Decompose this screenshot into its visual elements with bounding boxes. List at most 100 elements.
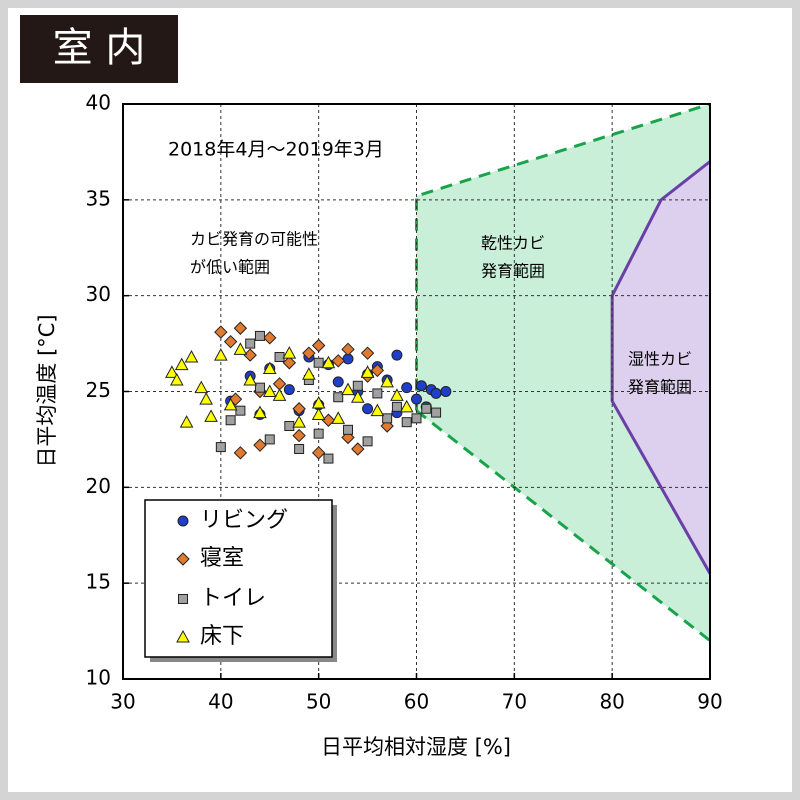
region-label: 乾性カビ: [481, 234, 545, 253]
point: [199, 392, 214, 405]
x-tick-label: 60: [404, 690, 429, 714]
point: [174, 357, 189, 371]
point: [262, 384, 277, 397]
point: [253, 405, 267, 419]
point: [415, 380, 427, 392]
point: [391, 401, 402, 412]
point: [233, 321, 248, 335]
y-axis-label: 日平均温度 [°C]: [35, 314, 59, 467]
point: [352, 380, 363, 391]
plot-frame: [122, 103, 711, 680]
point: [262, 361, 277, 374]
point: [263, 331, 277, 345]
legend-label: リビング: [200, 508, 288, 533]
point: [225, 415, 236, 426]
legend-label: トイレ: [200, 586, 266, 611]
note: カビ発育の可能性: [190, 230, 318, 249]
point: [254, 330, 265, 341]
point: [362, 436, 373, 447]
point: [321, 413, 336, 427]
point: [184, 349, 199, 363]
point: [233, 446, 248, 460]
legend-marker: [178, 594, 188, 604]
point: [243, 348, 257, 362]
point: [331, 354, 345, 368]
point: [311, 446, 326, 460]
point: [272, 388, 287, 401]
y-tick-label: 20: [86, 474, 111, 498]
x-tick-label: 30: [110, 690, 135, 714]
point: [431, 407, 442, 418]
point: [313, 357, 324, 368]
point: [204, 409, 218, 422]
point: [333, 392, 344, 403]
point: [272, 377, 287, 391]
point: [235, 405, 246, 416]
point: [194, 380, 209, 394]
y-tick-label: 30: [86, 282, 111, 306]
point: [284, 421, 295, 431]
note: が低い範囲: [190, 258, 270, 277]
point: [411, 393, 422, 405]
point: [254, 382, 265, 393]
point: [243, 372, 258, 386]
y-tick-label: 15: [86, 570, 111, 594]
point: [214, 325, 228, 339]
region-label: 湿性カビ: [628, 350, 692, 369]
point: [292, 415, 306, 428]
point: [179, 415, 194, 428]
x-tick-label: 40: [208, 690, 233, 714]
point: [223, 397, 238, 411]
point: [341, 342, 355, 357]
point: [294, 444, 305, 454]
point: [411, 413, 422, 424]
region: [612, 161, 710, 574]
region-edge: [610, 160, 712, 575]
point: [390, 388, 404, 401]
legend-label: 床下: [200, 624, 244, 649]
legend-marker: [176, 629, 190, 643]
x-tick-label: 70: [502, 690, 527, 714]
point: [169, 372, 184, 386]
point: [341, 382, 355, 396]
point: [399, 399, 414, 413]
point: [323, 453, 334, 464]
point: [282, 346, 297, 359]
point: [382, 413, 393, 424]
point: [370, 403, 385, 417]
point: [311, 338, 326, 353]
point: [401, 382, 413, 394]
point: [421, 403, 432, 414]
point: [332, 376, 344, 388]
point: [292, 428, 306, 443]
point: [370, 363, 385, 378]
point: [213, 348, 228, 361]
panel-title: 室 内: [53, 25, 146, 71]
y-tick-label: 25: [86, 378, 111, 402]
region-edge: [415, 409, 711, 642]
legend: [144, 499, 333, 658]
x-tick-label: 90: [697, 690, 722, 714]
point: [264, 434, 275, 445]
y-tick-label: 40: [86, 91, 111, 115]
point: [313, 428, 324, 439]
point: [233, 342, 248, 355]
point: [372, 388, 383, 399]
point: [165, 365, 179, 378]
point: [362, 403, 374, 415]
point: [292, 402, 306, 416]
point: [274, 352, 285, 362]
point: [440, 386, 452, 397]
point: [343, 424, 354, 435]
point: [311, 407, 326, 420]
point: [350, 390, 365, 403]
point: [282, 356, 297, 370]
x-tick-label: 50: [306, 690, 331, 714]
region-label: 発育範囲: [481, 262, 545, 281]
legend-label: 寝室: [200, 546, 244, 571]
legend-marker: [176, 552, 190, 566]
point: [430, 387, 442, 399]
point: [391, 349, 403, 361]
